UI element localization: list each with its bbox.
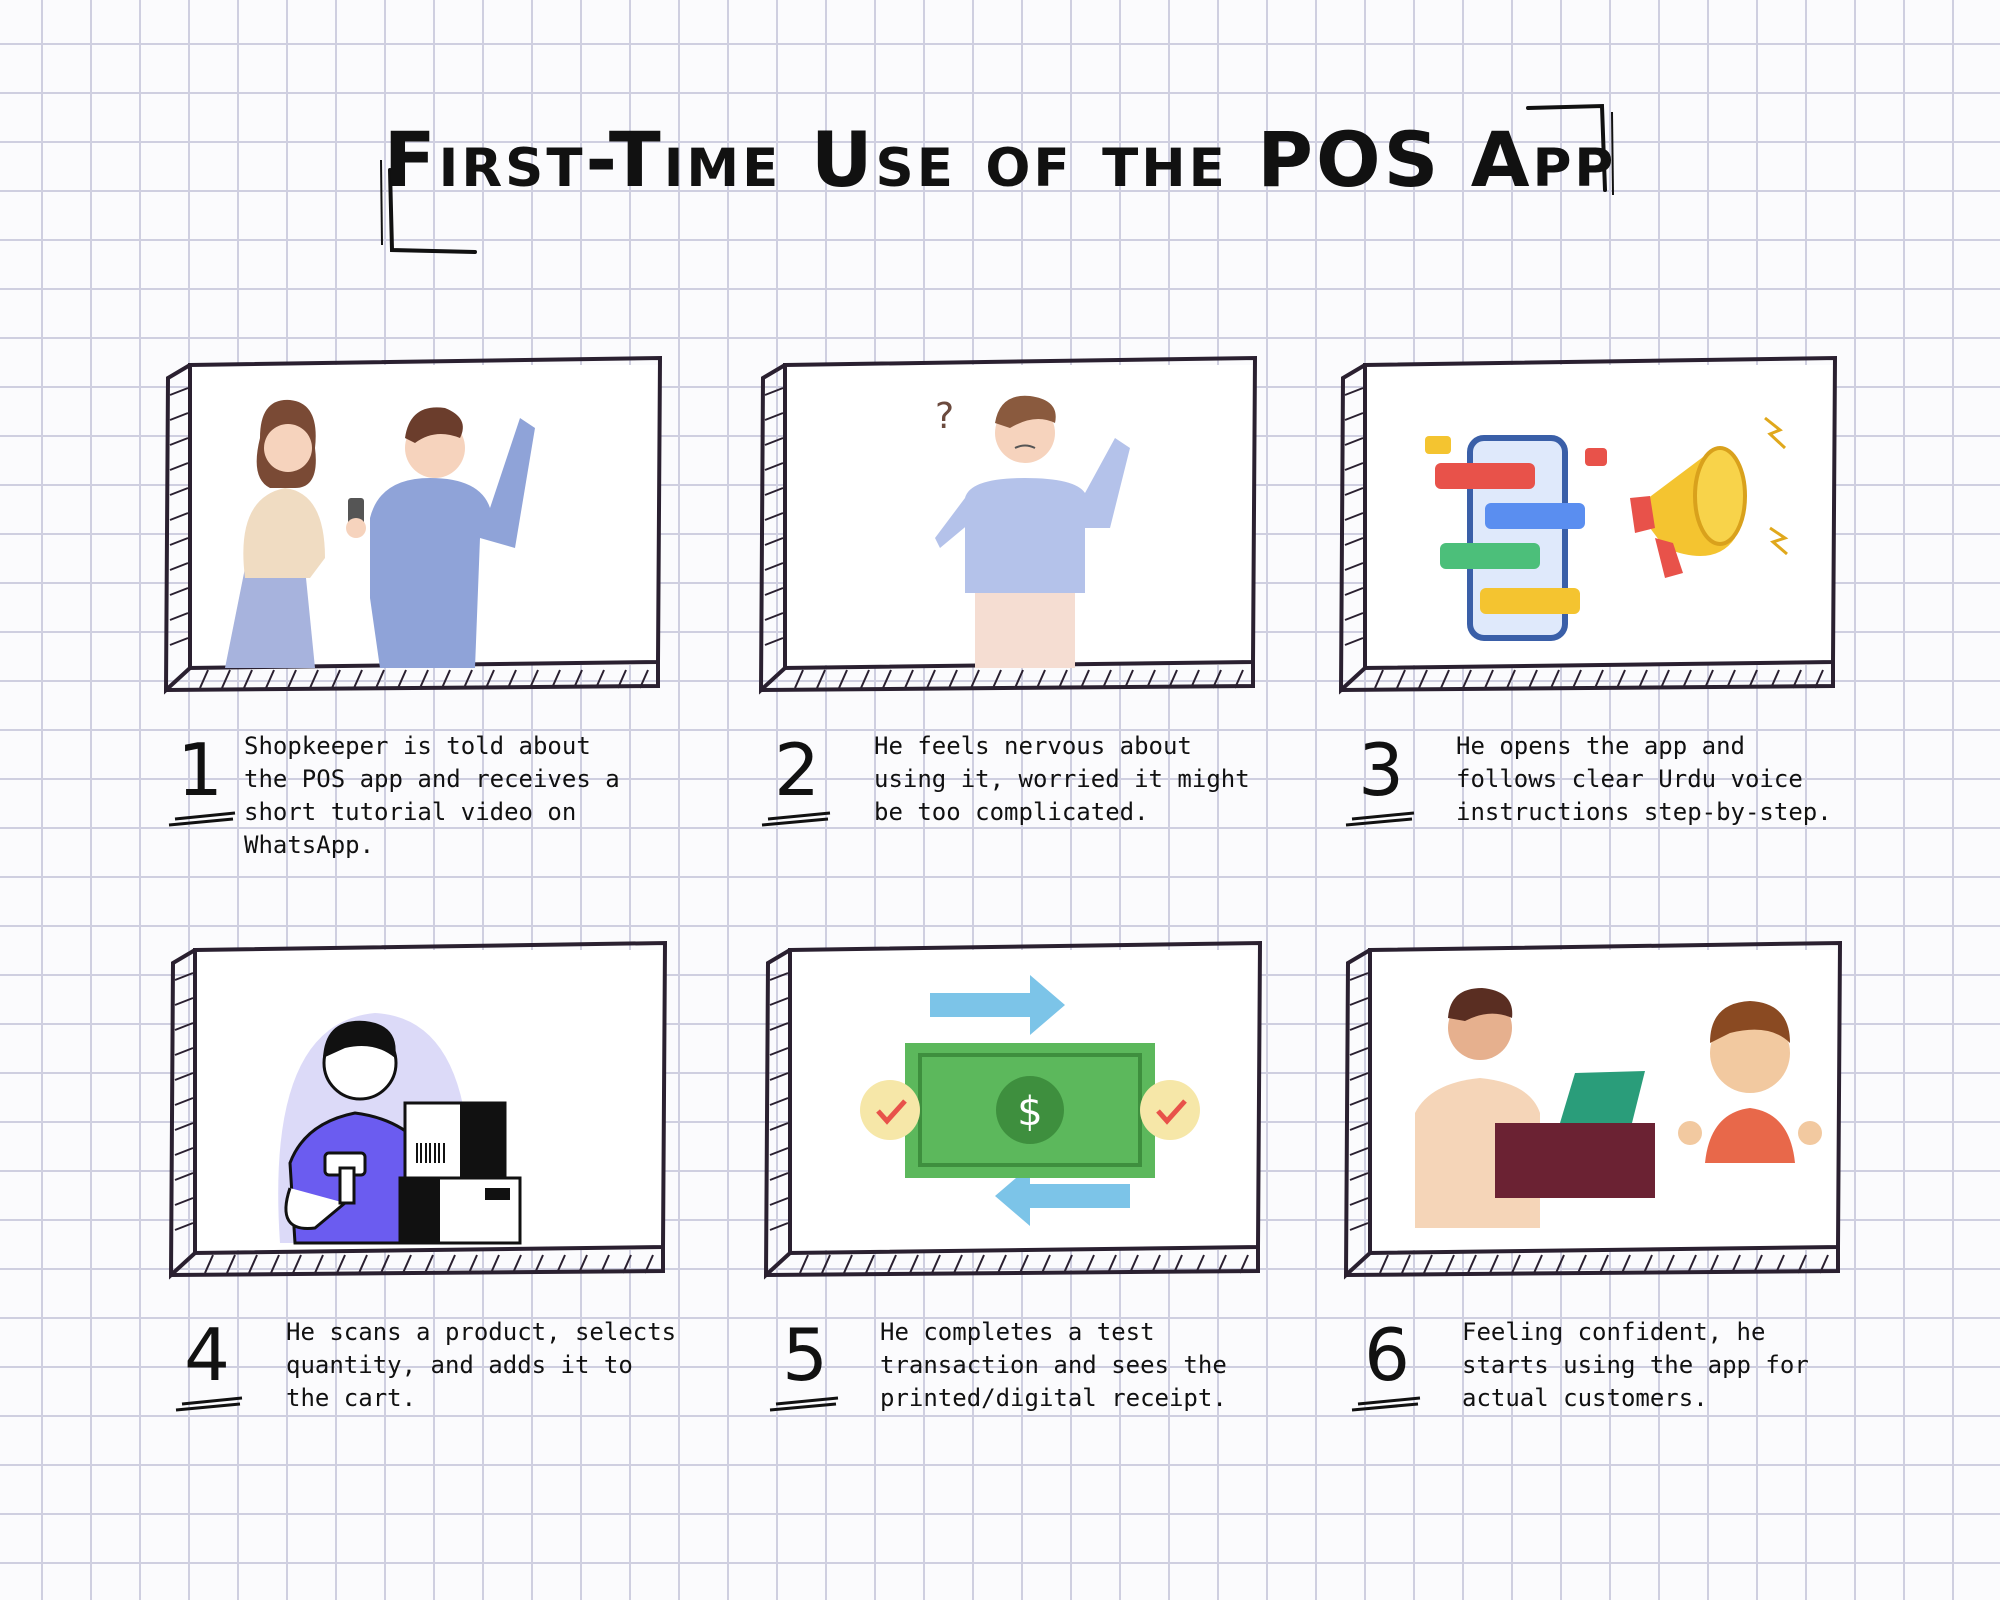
- page-title: First-Time Use of the POS App: [383, 115, 1617, 204]
- title-brackets: [380, 103, 1614, 254]
- underline-scribble: [761, 811, 831, 827]
- underline-scribble: [168, 811, 236, 827]
- panel-1: [160, 350, 670, 700]
- panel-5: $: [760, 935, 1270, 1285]
- couple-with-phone-illustration: [190, 378, 660, 668]
- underline-scribble: [1345, 811, 1415, 827]
- underline-scribble: [175, 1396, 243, 1412]
- underline-scribble: [1351, 1396, 1421, 1412]
- step-description-2: He feels nervous about using it, worried…: [874, 732, 1250, 826]
- panel-3: [1335, 350, 1845, 700]
- step-number-label: 3: [1358, 728, 1404, 812]
- panel-2: ?: [755, 350, 1265, 700]
- step-number-3: 3: [1336, 725, 1426, 835]
- step-number-2: 2: [752, 725, 842, 835]
- svg-text:$: $: [1017, 1089, 1042, 1135]
- step-description-3: He opens the app and follows clear Urdu …: [1456, 732, 1832, 826]
- step-number-1: 1: [155, 725, 245, 835]
- step-number-label: 1: [177, 728, 223, 812]
- shopkeeper-customer-illustration: [1370, 963, 1840, 1253]
- step-description-1: Shopkeeper is told about the POS app and…: [244, 732, 620, 859]
- underline-scribble: [769, 1396, 839, 1412]
- step-number-6: 6: [1342, 1310, 1432, 1420]
- step-description-6: Feeling confident, he starts using the a…: [1462, 1318, 1809, 1412]
- panel-4: [165, 935, 675, 1285]
- sketch-frame: [1338, 355, 1838, 695]
- step-number-label: 6: [1364, 1313, 1410, 1397]
- panel-6: [1340, 935, 1850, 1285]
- step-number-4: 4: [162, 1310, 252, 1420]
- phone-chat-megaphone-illustration: [1365, 378, 1835, 668]
- money-transfer-illustration: $: [790, 963, 1260, 1253]
- svg-text:?: ?: [935, 396, 954, 437]
- barcode-scanner-boxes-illustration: [195, 963, 665, 1253]
- step-number-label: 2: [774, 728, 820, 812]
- step-description-4: He scans a product, selects quantity, an…: [286, 1318, 677, 1412]
- step-description-5: He completes a test transaction and sees…: [880, 1318, 1227, 1412]
- step-number-5: 5: [760, 1310, 850, 1420]
- step-number-label: 5: [782, 1313, 828, 1397]
- step-number-label: 4: [184, 1313, 230, 1397]
- title-area: First-Time Use of the POS App: [380, 100, 1620, 320]
- confused-man-illustration: ?: [785, 378, 1255, 668]
